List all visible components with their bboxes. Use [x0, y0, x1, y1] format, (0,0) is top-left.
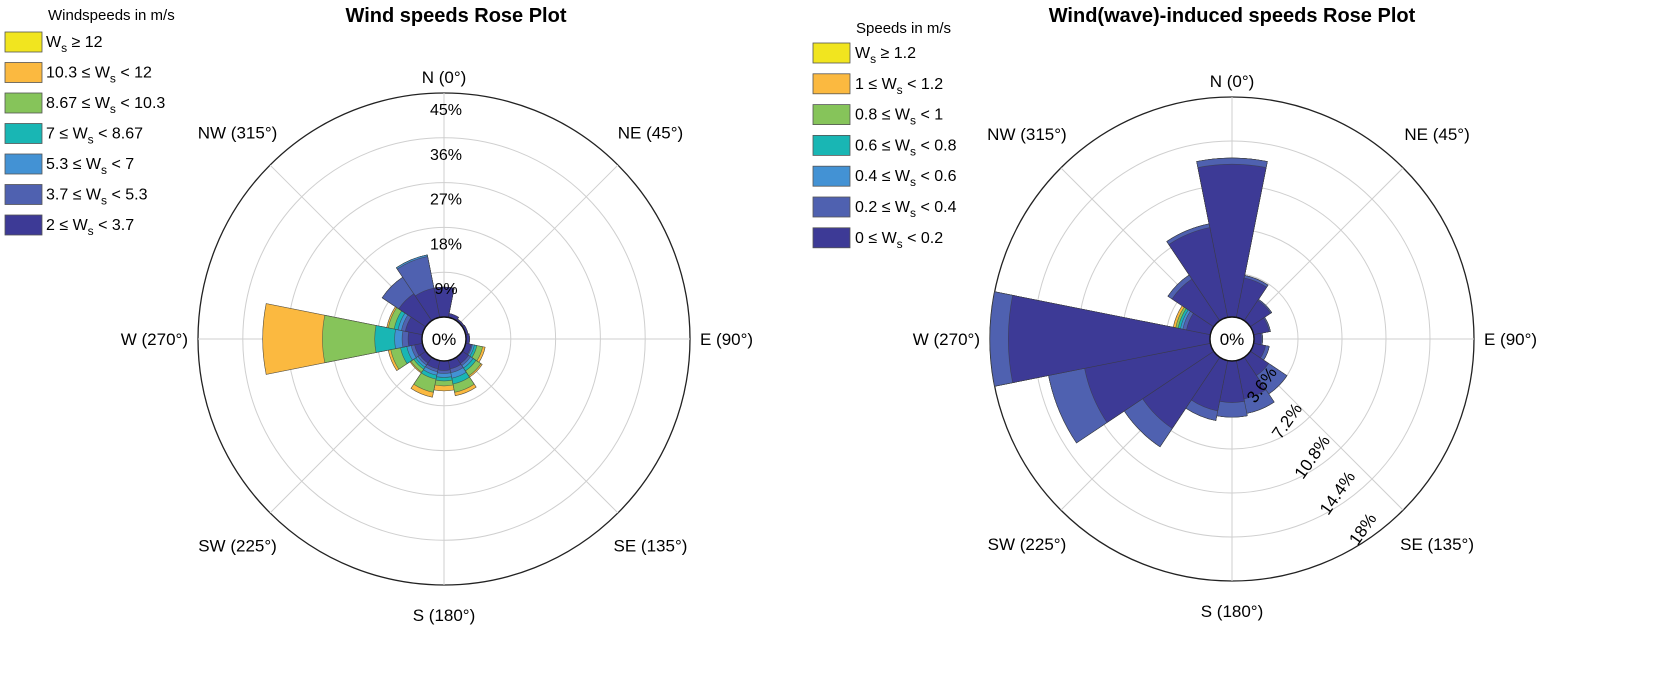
frequency-labels: 3.6%7.2%10.8%14.4%18%: [1243, 364, 1380, 549]
legend-title: Windspeeds in m/s: [48, 7, 175, 24]
legend-swatch: [4, 62, 43, 83]
direction-label: S (180°): [1201, 602, 1264, 621]
direction-label: NE (45°): [618, 124, 683, 143]
wave-speeds-rose-chart: Wind(wave)-induced speeds Rose Plot 0% N…: [812, 5, 1537, 621]
direction-labels: N (0°) NE (45°) E (90°) SE (135°) S (180°) SW…: [913, 72, 1537, 621]
frequency-label: 9%: [434, 281, 457, 298]
frequency-label: 45%: [430, 102, 462, 119]
center-label: 0%: [432, 330, 457, 349]
legend-swatch: [4, 92, 43, 114]
legend-entry: Ws ≥ 12: [46, 34, 103, 55]
wind-speeds-rose-chart: Wind speeds Rose Plot 0% N (0°) NE (45°) E…: [4, 5, 753, 625]
legend-entry: 0 ≤ Ws < 0.2: [855, 230, 943, 251]
legend-swatch: [812, 73, 851, 95]
frequency-label: 27%: [430, 192, 462, 209]
frequency-labels: 9% 18% 27% 36% 45%: [430, 102, 462, 298]
grid-spoke: [1247, 167, 1404, 324]
legend: Speeds in m/s Ws ≥ 1.2 1 ≤ Ws < 1.2 0.8 ≤ W…: [812, 20, 957, 251]
legend-entry: 1 ≤ Ws < 1.2: [855, 76, 943, 97]
direction-labels: N (0°) NE (45°) E (90°) SE (135°) S (180°) SW…: [121, 68, 753, 625]
frequency-label: 18%: [1345, 510, 1380, 549]
legend-entry: 8.67 ≤ Ws < 10.3: [46, 95, 165, 116]
direction-label: N (0°): [1210, 72, 1255, 91]
legend-entry: 2 ≤ Ws < 3.7: [46, 217, 134, 238]
legend-swatch: [812, 104, 851, 125]
direction-label: SW (225°): [198, 536, 277, 555]
legend-entry: 5.3 ≤ Ws < 7: [46, 156, 134, 177]
legend-entry: 0.6 ≤ Ws < 0.8: [855, 137, 957, 158]
legend-title: Speeds in m/s: [856, 20, 951, 37]
direction-label: SE (135°): [614, 536, 688, 555]
direction-label: SE (135°): [1400, 535, 1474, 554]
legend-swatch: [812, 165, 851, 187]
center-hub: 0%: [421, 316, 467, 362]
legend-swatch: [4, 31, 43, 53]
frequency-label: 36%: [430, 147, 462, 164]
legend-swatch: [4, 153, 43, 175]
direction-label: W (270°): [121, 330, 188, 349]
center-hub: 0%: [1209, 316, 1255, 362]
legend-swatch: [4, 214, 43, 236]
center-circle: [1209, 316, 1255, 362]
legend-swatch: [4, 123, 43, 144]
legend-entry: Ws ≥ 1.2: [855, 45, 916, 66]
frequency-label: 14.4%: [1316, 468, 1359, 518]
rose-bar: [1253, 332, 1262, 346]
legend-entry: 3.7 ≤ Ws < 5.3: [46, 187, 148, 208]
direction-label: E (90°): [700, 330, 753, 349]
legend-entry: 0.2 ≤ Ws < 0.4: [855, 199, 957, 220]
legend-entry: 7 ≤ Ws < 8.67: [46, 126, 143, 147]
direction-label: W (270°): [913, 330, 980, 349]
frequency-label: 10.8%: [1291, 432, 1334, 482]
legend-swatch: [812, 42, 851, 64]
legend-entry: 10.3 ≤ Ws < 12: [46, 65, 152, 86]
direction-label: E (90°): [1484, 330, 1537, 349]
legend-swatch: [4, 184, 43, 205]
grid-spoke: [269, 354, 429, 514]
grid-spoke: [459, 164, 619, 324]
legend-swatch: [812, 227, 851, 249]
direction-label: NE (45°): [1404, 125, 1469, 144]
rose-bars: [989, 157, 1288, 448]
legend: Windspeeds in m/s Ws ≥ 12 10.3 ≤ Ws < 12 8.…: [4, 7, 175, 238]
frequency-label: 7.2%: [1268, 400, 1306, 443]
direction-label: NW (315°): [987, 125, 1067, 144]
direction-label: S (180°): [413, 606, 476, 625]
legend-swatch: [812, 134, 851, 156]
frequency-label: 18%: [430, 236, 462, 253]
center-circle: [421, 316, 467, 362]
center-label: 0%: [1220, 330, 1245, 349]
legend-entry: 0.4 ≤ Ws < 0.6: [855, 168, 957, 189]
legend-entry: 0.8 ≤ Ws < 1: [855, 107, 943, 128]
direction-label: N (0°): [422, 68, 467, 87]
chart-title: Wind(wave)-induced speeds Rose Plot: [1049, 5, 1416, 27]
grid-spoke: [459, 354, 619, 514]
legend-swatch: [812, 196, 851, 218]
direction-label: SW (225°): [988, 535, 1067, 554]
chart-title: Wind speeds Rose Plot: [346, 5, 567, 27]
direction-label: NW (315°): [198, 124, 278, 143]
